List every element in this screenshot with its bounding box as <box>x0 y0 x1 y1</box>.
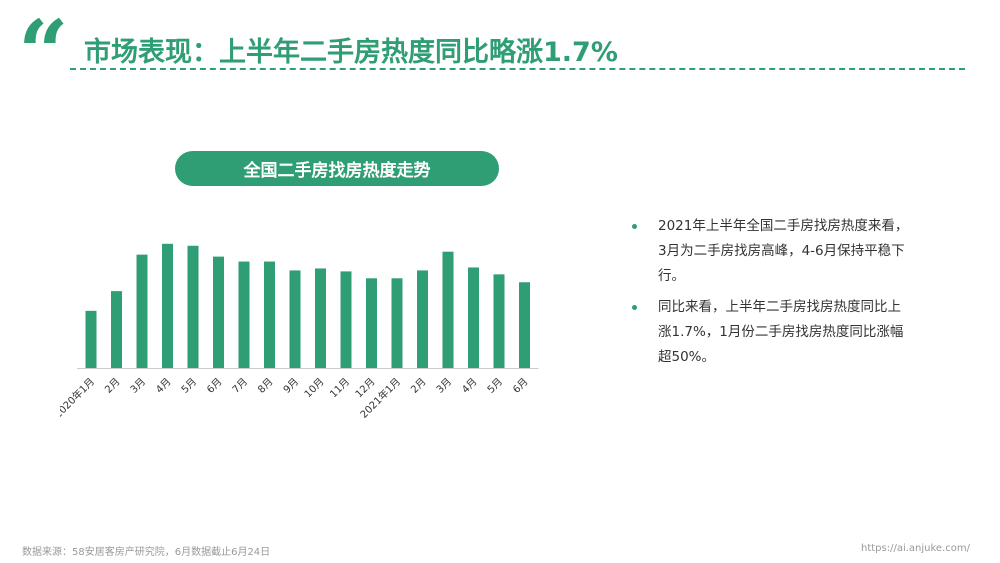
data-source-note: 数据来源：58安居客房产研究院，6月数据截止6月24日 <box>22 547 271 558</box>
insight-text: 同比来看，上半年二手房找房热度同比上涨1.7%，1月份二手房找房热度同比涨幅超5… <box>658 299 904 365</box>
bar-11 <box>340 271 352 368</box>
x-tick-label: 2月 <box>103 376 123 396</box>
bar-18 <box>519 282 530 368</box>
x-tick-label: 10月 <box>302 376 327 401</box>
bar-6 <box>213 256 224 368</box>
bullet-dot-icon <box>632 224 637 229</box>
bar-10 <box>315 268 326 368</box>
x-tick-label: 6月 <box>511 376 531 396</box>
bar-17 <box>493 274 505 368</box>
insight-text: 2021年上半年全国二手房找房热度来看，3月为二手房找房高峰，4-6月保持平稳下… <box>658 218 909 284</box>
bar-12 <box>366 278 377 368</box>
insight-list: 2021年上半年全国二手房找房热度来看，3月为二手房找房高峰，4-6月保持平稳下… <box>632 214 912 376</box>
x-tick-label: 8月 <box>256 376 276 396</box>
bar-7 <box>238 261 250 368</box>
x-tick-label: 11月 <box>328 376 353 401</box>
bar-5 <box>187 245 199 368</box>
quote-mark-icon: “ <box>18 0 69 104</box>
insight-item: 同比来看，上半年二手房找房热度同比上涨1.7%，1月份二手房找房热度同比涨幅超5… <box>632 295 912 370</box>
bar-8 <box>264 261 275 368</box>
x-tick-label: 4月 <box>460 376 480 396</box>
x-tick-label: 6月 <box>205 376 225 396</box>
x-tick-label: 2020年1月 <box>60 375 97 421</box>
chart-title-badge: 全国二手房找房热度走势 <box>175 151 499 186</box>
bar-2 <box>111 291 122 368</box>
x-tick-label: 7月 <box>230 376 250 396</box>
title-divider <box>70 68 965 70</box>
bar-14 <box>417 270 428 368</box>
bar-1 <box>85 310 97 368</box>
x-tick-label: 2月 <box>409 376 429 396</box>
x-tick-label: 5月 <box>485 376 505 396</box>
insight-item: 2021年上半年全国二手房找房热度来看，3月为二手房找房高峰，4-6月保持平稳下… <box>632 214 912 289</box>
x-tick-label: 3月 <box>434 376 454 396</box>
x-tick-label: 9月 <box>281 376 301 396</box>
bar-3 <box>136 254 148 368</box>
x-tick-label: 5月 <box>179 376 199 396</box>
page-title: 市场表现：上半年二手房热度同比略涨1.7% <box>84 37 618 68</box>
bar-4 <box>162 243 173 368</box>
x-tick-label: 3月 <box>128 376 148 396</box>
bar-13 <box>391 278 403 368</box>
bar-16 <box>468 267 479 368</box>
bar-15 <box>442 251 454 368</box>
x-tick-label: 4月 <box>154 376 174 396</box>
bar-9 <box>289 270 301 368</box>
bullet-dot-icon <box>632 305 637 310</box>
site-url: https://ai.anjuke.com/ <box>860 543 970 554</box>
